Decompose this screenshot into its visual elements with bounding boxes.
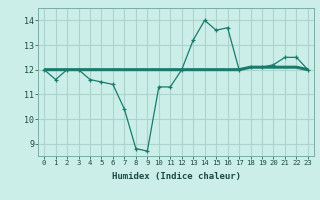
X-axis label: Humidex (Indice chaleur): Humidex (Indice chaleur) bbox=[111, 172, 241, 181]
